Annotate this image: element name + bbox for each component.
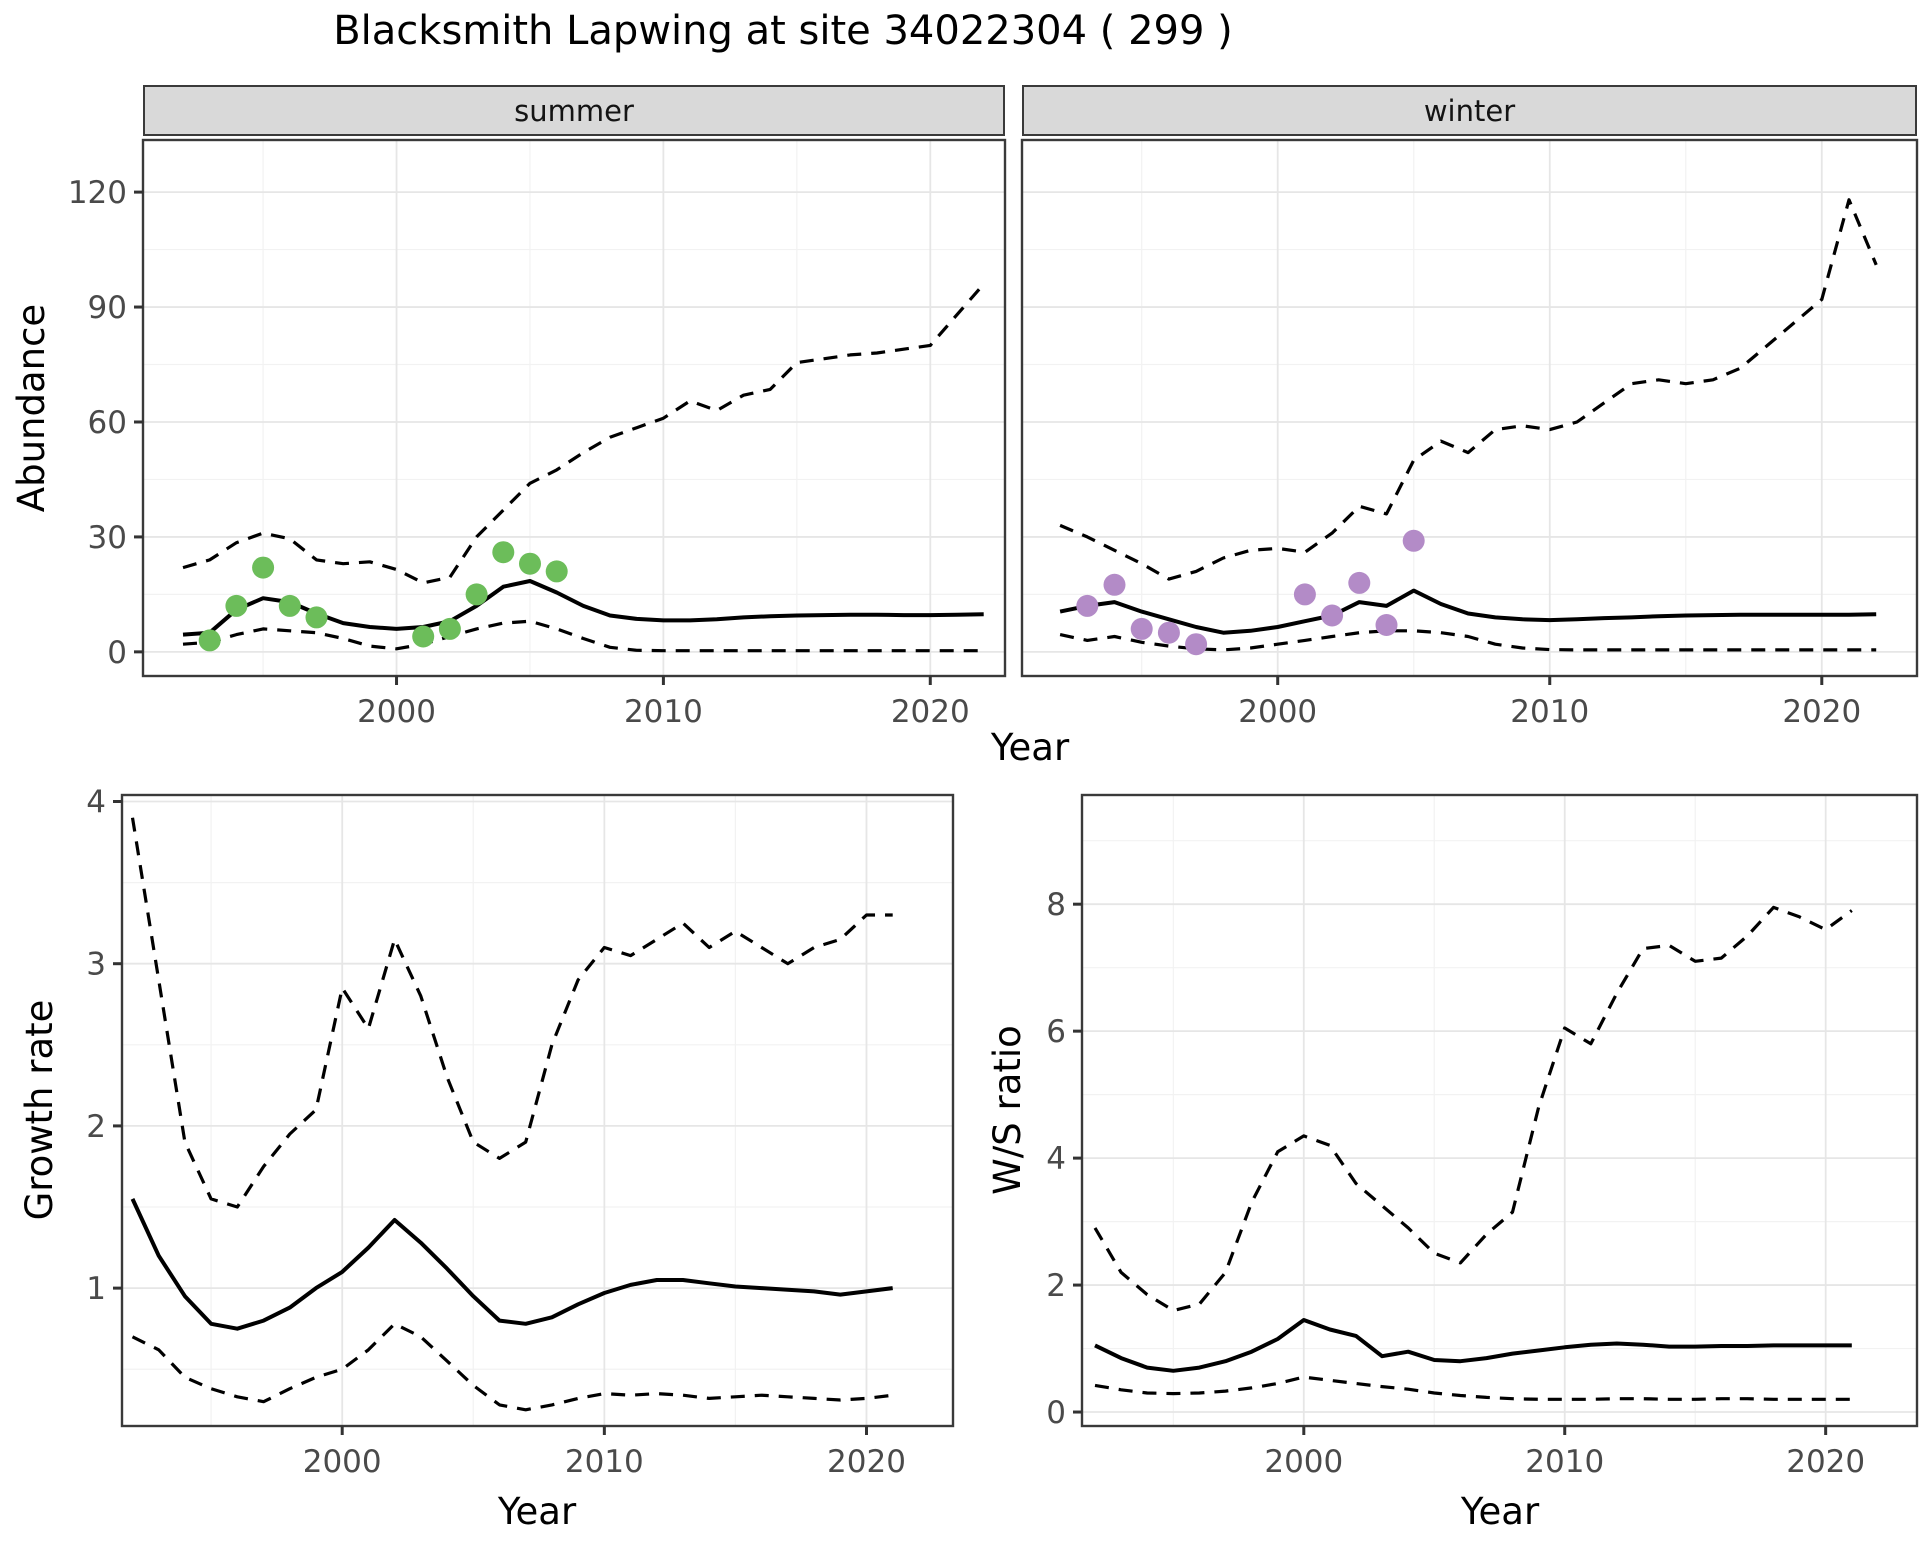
data-point — [492, 541, 515, 564]
y-tick-label: 90 — [88, 290, 127, 326]
x-tick-label: 2020 — [891, 694, 970, 730]
y-tick-label: 120 — [68, 175, 127, 211]
x-tick-label: 2010 — [1525, 1444, 1604, 1480]
data-point — [198, 629, 221, 652]
y-tick-label: 1 — [86, 1271, 106, 1307]
y-tick-label: 8 — [1046, 887, 1066, 923]
y-axis-title-growth-rate: Growth rate — [18, 999, 61, 1221]
x-tick-label: 2010 — [1510, 694, 1589, 730]
growth_rate-lower_ci-line — [131, 1322, 893, 1412]
data-point — [1103, 573, 1126, 596]
y-tick-label: 2 — [86, 1109, 106, 1145]
data-point — [278, 594, 301, 617]
x-tick-label: 2020 — [1782, 694, 1861, 730]
data-point — [1402, 529, 1425, 552]
y-tick-label: 2 — [1046, 1268, 1066, 1304]
abundance_summer-lower_ci-line — [182, 619, 984, 653]
x-axis-title-year-top: Year — [990, 726, 1070, 769]
data-point — [519, 552, 541, 575]
y-tick-label: 6 — [1046, 1014, 1066, 1050]
data-point — [1293, 583, 1316, 606]
data-point — [252, 556, 275, 579]
data-point — [438, 617, 461, 640]
x-tick-label: 2020 — [1786, 1444, 1865, 1480]
ws_ratio-median-line — [1094, 1318, 1852, 1373]
facet-label-winter: winter — [1423, 93, 1516, 128]
y-tick-label: 3 — [86, 947, 106, 983]
y-tick-label: 0 — [1046, 1395, 1066, 1431]
y-tick-label: 4 — [1046, 1141, 1066, 1177]
ws_ratio-lower_ci-line — [1094, 1375, 1852, 1401]
x-tick-label: 2010 — [565, 1444, 644, 1480]
facet-label-summer: summer — [514, 93, 634, 128]
facet-strip-winter: winter — [1022, 85, 1917, 136]
data-point — [545, 560, 568, 583]
data-point — [1076, 594, 1099, 617]
x-axis-title-year-bottom-right: Year — [1460, 1490, 1540, 1533]
y-axis-title-abundance: Abundance — [10, 303, 53, 513]
data-point — [1348, 571, 1371, 594]
abundance_winter-upper_ci-line — [1059, 198, 1878, 581]
figure-title: Blacksmith Lapwing at site 34022304 ( 29… — [333, 8, 1233, 54]
y-tick-label: 4 — [86, 784, 106, 820]
x-tick-label: 2000 — [357, 694, 436, 730]
y-axis-title-ws-ratio: W/S ratio — [986, 1025, 1029, 1195]
x-tick-label: 2000 — [1264, 1444, 1343, 1480]
observed_counts_winter-dots — [1076, 529, 1425, 656]
observed_counts_summer-dots — [198, 541, 568, 652]
data-point — [1157, 621, 1180, 644]
data-point — [1130, 617, 1153, 640]
x-tick-label: 2010 — [624, 694, 703, 730]
data-point — [1375, 614, 1398, 636]
x-tick-label: 2020 — [827, 1444, 906, 1480]
growth_rate-median-line — [130, 1198, 893, 1331]
abundance_winter-lower_ci-line — [1059, 629, 1877, 652]
abundance_summer-upper_ci-line — [182, 283, 985, 585]
y-tick-label: 60 — [88, 405, 127, 441]
x-axis-title-year-bottom-left: Year — [497, 1490, 577, 1533]
x-tick-label: 2000 — [303, 1444, 382, 1480]
growth_rate-upper_ci-line — [130, 817, 893, 1209]
abundance_winter-panel: 2000 2010 2020 — [1020, 138, 1919, 730]
abundance_summer-panel: 2000 2010 2020 0 30 60 90 120 — [68, 138, 1007, 730]
data-point — [412, 625, 435, 648]
facet-strip-summer: summer — [143, 85, 1005, 136]
y-tick-label: 30 — [88, 520, 127, 556]
data-point — [1185, 633, 1208, 656]
data-point — [225, 594, 248, 617]
ws_ratio-panel: 2000 2010 2020 0 2 4 6 8 — [1046, 793, 1919, 1480]
data-point — [1321, 604, 1344, 627]
data-point — [465, 583, 488, 606]
data-point — [305, 606, 328, 629]
ws_ratio-upper_ci-line — [1093, 905, 1853, 1313]
growth_rate-panel: 2000 2010 2020 1 2 3 4 — [86, 784, 955, 1480]
y-tick-label: 0 — [107, 635, 127, 671]
abundance_winter-median-line — [1059, 588, 1877, 635]
x-tick-label: 2000 — [1238, 694, 1317, 730]
